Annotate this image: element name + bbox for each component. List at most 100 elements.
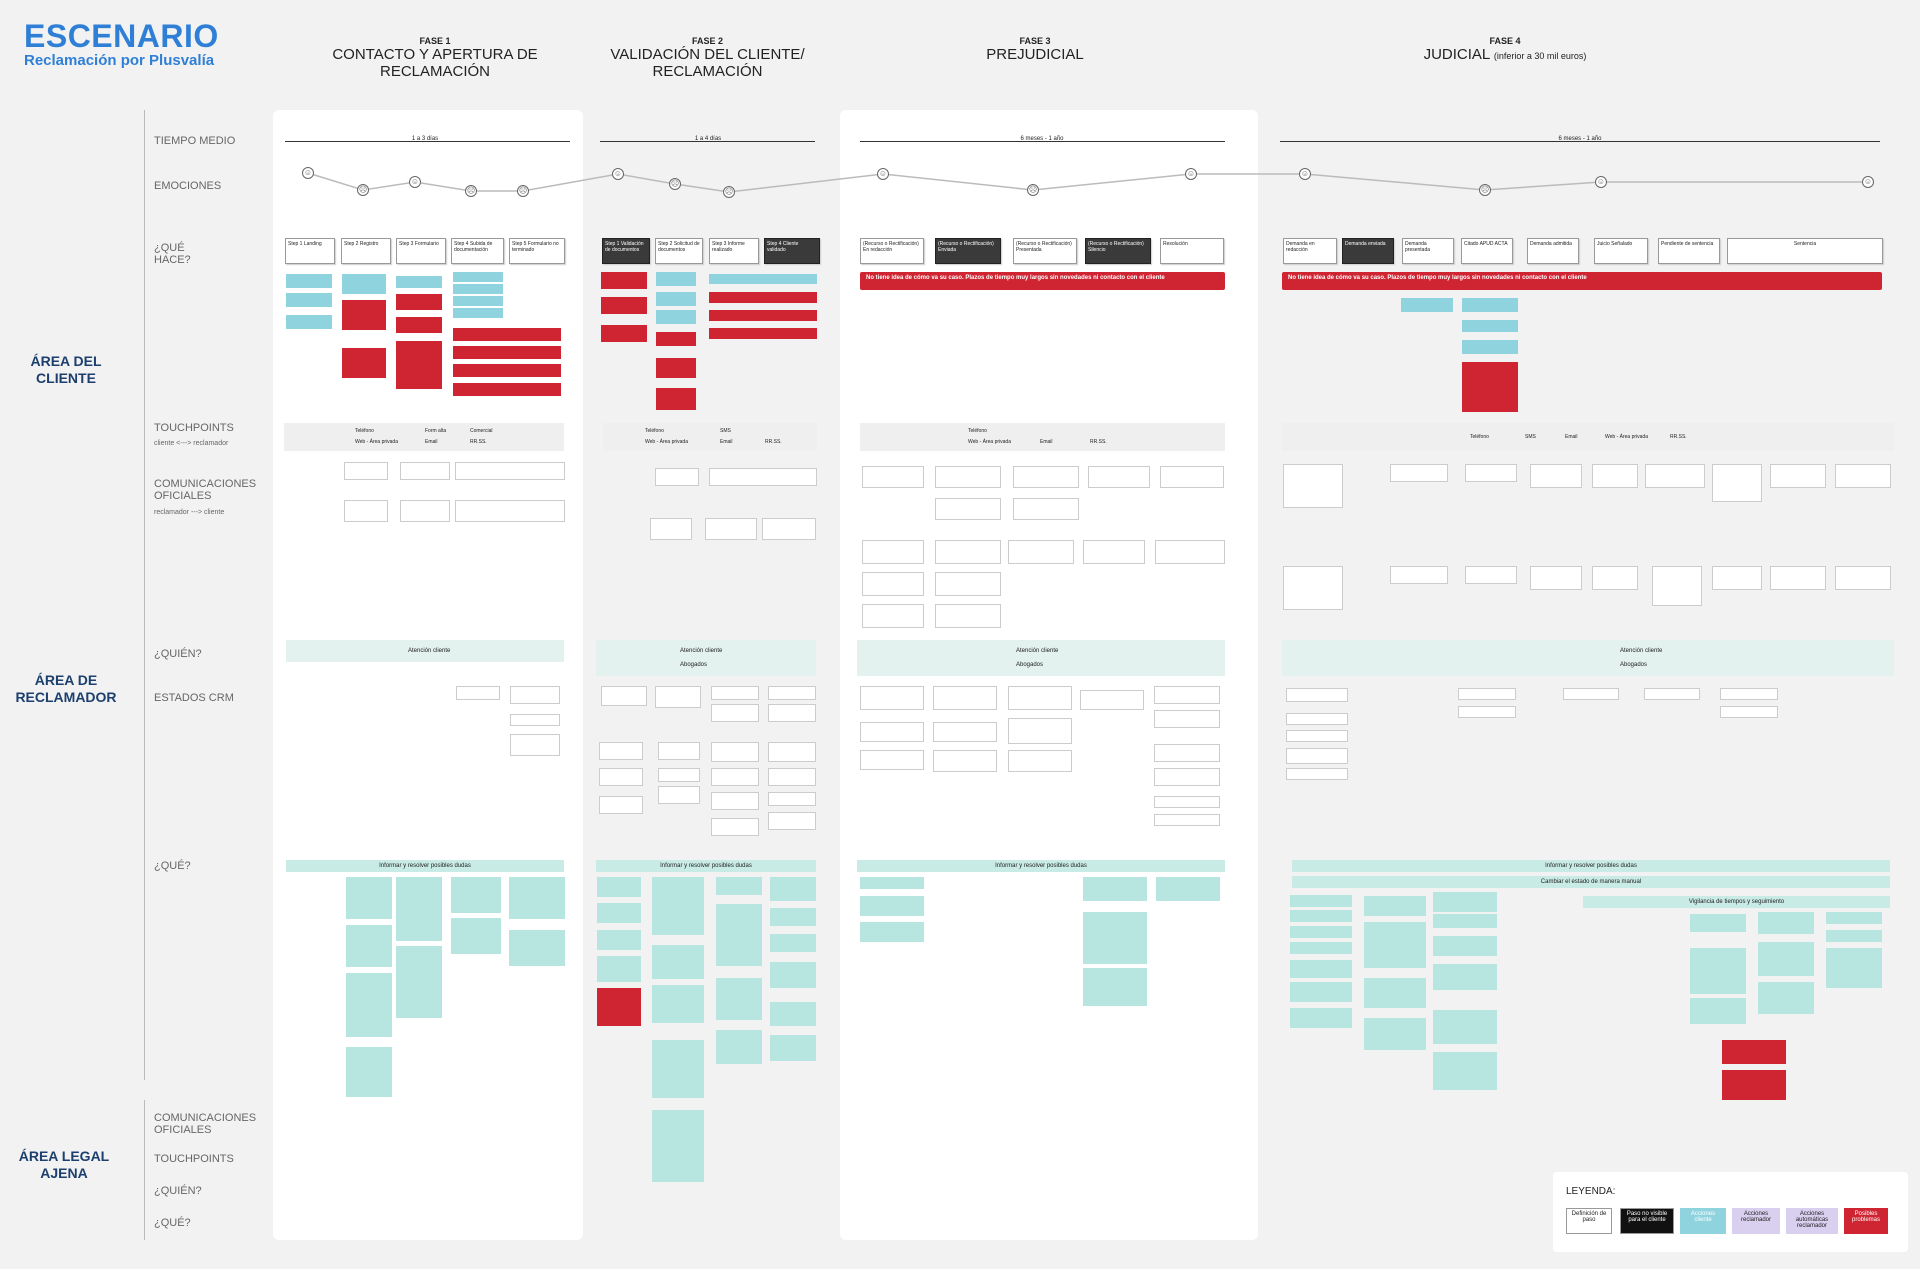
communication-tile xyxy=(1592,464,1638,488)
step-card: Step 3 Informe realizado xyxy=(709,238,759,264)
touchpoint-web: Web - Área privada xyxy=(645,439,688,445)
crm-state-tile xyxy=(768,812,816,830)
touchpoint-phone: Teléfono xyxy=(1470,434,1489,440)
communication-tile xyxy=(935,498,1001,520)
crm-state-tile xyxy=(1154,796,1220,808)
emotion-line xyxy=(307,172,1868,193)
emotion-sad-icon: ☹ xyxy=(723,186,735,198)
problem-card xyxy=(709,328,817,339)
touchpoint-phone: Teléfono xyxy=(645,428,664,434)
communication-tile xyxy=(862,572,924,596)
action-card xyxy=(346,1047,392,1097)
legend-item-problem: Posibles problemas xyxy=(1844,1208,1888,1234)
communication-tile xyxy=(935,604,1001,628)
action-card xyxy=(1290,910,1352,922)
touchpoint-sms: SMS xyxy=(720,428,731,434)
axis-line-reclamador xyxy=(144,640,145,1080)
crm-state-tile xyxy=(768,704,816,722)
phase-header-3: FASE 3 PREJUDICIAL xyxy=(986,36,1084,63)
quien-block xyxy=(286,640,564,662)
crm-state-tile xyxy=(1286,748,1348,764)
action-card xyxy=(1826,912,1882,924)
step-card: Step 3 Formulario xyxy=(396,238,446,264)
crm-state-tile xyxy=(1080,690,1144,710)
emotion-sad-icon: ☹ xyxy=(1479,184,1491,196)
que-bar: Vigilancia de tiempos y seguimiento xyxy=(1583,896,1890,908)
step-card: (Recurso o Rectificación) Silencio xyxy=(1085,238,1151,264)
row-label-legal-com: COMUNICACIONES OFICIALES xyxy=(154,1112,257,1136)
communication-tile xyxy=(400,462,450,480)
communication-tile xyxy=(935,572,1001,596)
crm-state-tile xyxy=(711,742,759,762)
problem-card xyxy=(1722,1040,1786,1064)
client-action-card xyxy=(453,272,503,282)
step-card: Resolución xyxy=(1160,238,1224,264)
crm-state-tile xyxy=(933,722,997,742)
step-card: Step 1 Validación de documentos xyxy=(602,238,650,264)
page-title: ESCENARIO xyxy=(24,18,219,54)
action-card xyxy=(597,956,641,982)
row-label-estados: ESTADOS CRM xyxy=(154,692,234,704)
problem-card xyxy=(453,328,561,341)
action-card xyxy=(346,877,392,919)
emotion-happy-icon: ☺ xyxy=(1185,168,1197,180)
crm-state-tile xyxy=(1563,688,1619,700)
action-card xyxy=(1083,968,1147,1006)
step-card: Step 1 Landing xyxy=(285,238,335,264)
problem-card xyxy=(342,348,386,378)
communication-tile xyxy=(650,518,692,540)
action-card xyxy=(1156,877,1220,901)
communication-tile xyxy=(1390,464,1448,482)
problem-card xyxy=(396,341,442,389)
client-action-card xyxy=(1462,340,1518,354)
action-card xyxy=(1690,998,1746,1024)
problem-banner: No tiene idea de cómo va su caso. Plazos… xyxy=(860,272,1225,290)
touchpoint-rrss: RR.SS. xyxy=(470,439,487,445)
duration-label-4: 6 meses - 1 año xyxy=(1558,136,1602,142)
crm-state-tile xyxy=(1286,713,1348,725)
action-card xyxy=(860,922,924,942)
touchpoint-web: Web - Área privada xyxy=(968,439,1011,445)
quien-label: Atención cliente xyxy=(680,648,723,654)
row-label-que-hace: ¿QUÉ HACE? xyxy=(154,242,191,266)
emotion-happy-icon: ☺ xyxy=(877,168,889,180)
communication-tile xyxy=(1652,566,1702,606)
row-label-tiempo: TIEMPO MEDIO xyxy=(154,135,236,147)
action-card xyxy=(1826,930,1882,942)
crm-state-tile xyxy=(658,786,700,804)
emotion-sad-icon: ☹ xyxy=(465,185,477,197)
problem-card xyxy=(342,300,386,330)
action-card xyxy=(716,877,762,895)
problem-card xyxy=(597,988,641,1026)
action-card xyxy=(770,908,816,926)
communication-tile xyxy=(455,462,565,480)
action-card xyxy=(652,877,704,935)
problem-card xyxy=(396,317,442,333)
client-action-card xyxy=(342,274,386,294)
crm-state-tile xyxy=(510,686,560,704)
touchpoint-rrss: RR.SS. xyxy=(1090,439,1107,445)
action-card xyxy=(1290,942,1352,954)
phase-header-1: FASE 1 CONTACTO Y APERTURA DE RECLAMACIÓ… xyxy=(332,36,538,80)
quien-label: Atención cliente xyxy=(1016,648,1059,654)
duration-line-1 xyxy=(285,141,570,142)
action-card xyxy=(770,934,816,952)
client-action-card xyxy=(286,315,332,329)
step-card: Pendiente de sentencia xyxy=(1658,238,1720,264)
row-label-touchpoints: TOUCHPOINTS xyxy=(154,422,234,434)
action-card xyxy=(1433,1010,1497,1044)
action-card xyxy=(770,1002,816,1026)
problem-card xyxy=(656,332,696,346)
touchpoint-email: Email xyxy=(1040,439,1053,445)
action-card xyxy=(770,1035,816,1061)
que-bar: Informar y resolver posibles dudas xyxy=(857,860,1225,872)
communication-tile xyxy=(762,518,816,540)
step-card: Step 2 Solicitud de documentos xyxy=(655,238,703,264)
quien-label: Abogados xyxy=(1620,662,1648,668)
communication-tile xyxy=(1013,466,1079,488)
communication-tile xyxy=(1712,464,1762,502)
action-card xyxy=(716,1030,762,1064)
crm-state-tile xyxy=(655,686,701,708)
communication-tile xyxy=(1283,464,1343,508)
crm-state-tile xyxy=(711,792,759,810)
